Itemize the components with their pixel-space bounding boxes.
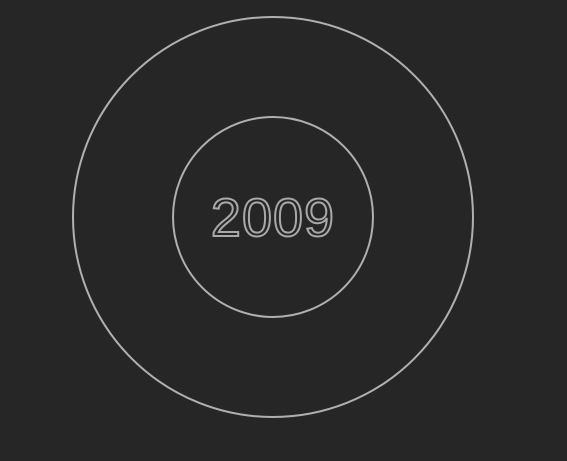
outer-ring (72, 16, 474, 418)
inner-ring[interactable] (172, 116, 374, 318)
year-label: 2009 (210, 187, 336, 249)
